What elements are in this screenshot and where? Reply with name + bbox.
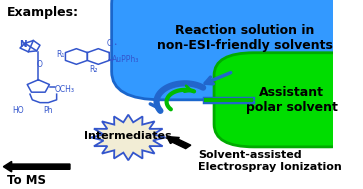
Text: Ph: Ph	[44, 106, 53, 115]
Polygon shape	[91, 115, 166, 160]
Text: R₂: R₂	[89, 66, 98, 74]
Text: O: O	[37, 60, 43, 69]
FancyArrow shape	[3, 161, 70, 172]
Text: •: •	[113, 43, 117, 47]
FancyBboxPatch shape	[214, 53, 363, 147]
FancyBboxPatch shape	[111, 0, 363, 100]
Text: Reaction solution in
non-ESI-friendly solvents: Reaction solution in non-ESI-friendly so…	[157, 24, 333, 52]
Text: Solvent-assisted
Electrospray Ionization: Solvent-assisted Electrospray Ionization	[198, 150, 342, 172]
Text: N: N	[20, 40, 27, 49]
Text: Intermediates: Intermediates	[85, 131, 172, 141]
Text: Assistant
polar solvent: Assistant polar solvent	[246, 86, 338, 114]
Text: AuPPh₃: AuPPh₃	[112, 55, 140, 64]
Text: Examples:: Examples:	[7, 6, 79, 19]
Text: To MS: To MS	[7, 174, 46, 187]
Text: O: O	[107, 39, 113, 48]
Text: OCH₃: OCH₃	[55, 85, 75, 94]
Text: HO: HO	[12, 106, 24, 115]
FancyArrow shape	[167, 136, 191, 149]
Text: R₁: R₁	[57, 50, 65, 59]
